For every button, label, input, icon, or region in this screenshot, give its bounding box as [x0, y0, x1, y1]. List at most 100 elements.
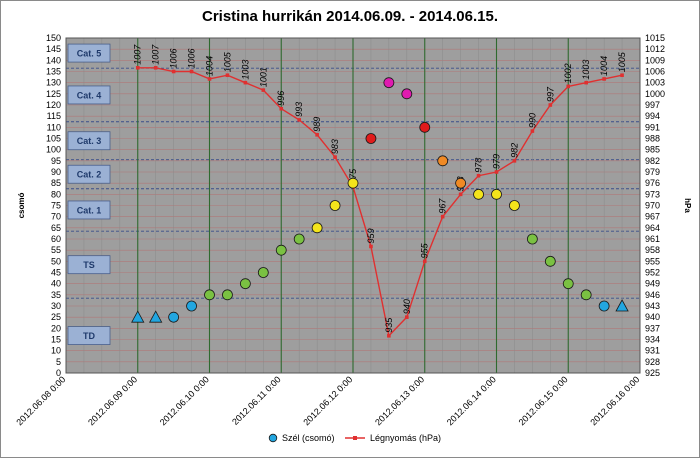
plot-border: [65, 37, 641, 374]
legend-pressure-marker: [353, 436, 357, 440]
pressure-point: [297, 118, 301, 122]
pressure-point: [422, 259, 427, 264]
y-tick-label: 25: [51, 312, 61, 322]
pressure-value-label: 1005: [617, 51, 627, 72]
category-box: [67, 326, 111, 345]
pressure-point: [584, 80, 588, 85]
category-box: [67, 85, 111, 105]
pressure-point: [279, 106, 284, 111]
y2-tick-label: 934: [645, 335, 660, 345]
wind-point: [401, 88, 413, 100]
pressure-value-label: 1004: [599, 56, 609, 76]
pressure-point: [189, 69, 194, 74]
y2-tick-label: 937: [645, 323, 660, 333]
y-tick-label: 5: [56, 357, 61, 367]
pressure-value-label: 1001: [258, 67, 268, 87]
wind-point: [473, 188, 484, 200]
x-tick-label: 2012.06.12 0:00: [301, 374, 354, 427]
wind-point: [311, 222, 323, 234]
y2-tick-label: 949: [645, 279, 660, 289]
pressure-value-label: 975: [348, 168, 358, 184]
y-tick-label: 10: [51, 346, 61, 356]
y2-tick-label: 928: [645, 357, 660, 367]
wind-point: [419, 121, 431, 133]
wind-point: [562, 278, 574, 290]
x-tick-label: 2012.06.16 0:00: [588, 374, 641, 427]
x-tick-label: 2012.06.13 0:00: [373, 374, 426, 427]
pressure-value-label: 1007: [151, 44, 161, 65]
pressure-value-label: 1007: [133, 44, 143, 65]
pressure-point: [225, 73, 230, 78]
y2-tick-label: 1012: [645, 44, 665, 54]
pressure-point: [315, 132, 319, 137]
category-label: TD: [83, 331, 95, 341]
y-tick-label: 120: [46, 100, 61, 110]
pressure-value-label: 990: [527, 113, 537, 128]
y-tick-label: 90: [51, 167, 61, 177]
wind-point: [186, 300, 197, 312]
wind-point: [383, 77, 395, 89]
y-tick-label: 85: [51, 178, 61, 188]
pressure-point: [261, 88, 266, 92]
wind-point: [526, 233, 538, 245]
x-tick-label: 2012.06.10 0:00: [158, 374, 211, 427]
y-tick-label: 50: [51, 256, 61, 266]
pressure-value-label: 1005: [222, 51, 232, 72]
wind-point: [437, 155, 449, 167]
pressure-value-label: 967: [438, 198, 448, 214]
pressure-point: [153, 65, 158, 70]
pressure-point: [602, 77, 606, 81]
y-tick-label: 135: [46, 67, 61, 77]
y2-tick-label: 1009: [645, 55, 665, 65]
y2-tick-label: 964: [645, 223, 660, 233]
y-tick-label: 65: [51, 223, 61, 233]
pressure-point: [566, 84, 571, 89]
y2-tick-label: 973: [645, 189, 660, 199]
y2-axis-title: hPa: [683, 198, 692, 213]
y2-tick-label: 958: [645, 245, 660, 255]
y2-tick-label: 946: [645, 290, 660, 300]
y-tick-label: 20: [51, 323, 61, 333]
y2-tick-label: 955: [645, 256, 660, 266]
y-tick-label: 145: [46, 44, 61, 54]
wind-point: [598, 300, 610, 312]
wind-point-triangle: [615, 299, 629, 312]
y-tick-label: 30: [51, 301, 61, 311]
wind-point: [257, 267, 269, 278]
y2-tick-label: 970: [645, 201, 660, 211]
y-tick-label: 105: [46, 134, 61, 144]
wind-point: [347, 177, 359, 189]
wind-point: [239, 278, 251, 290]
y2-tick-label: 952: [645, 268, 660, 278]
wind-point: [293, 233, 305, 245]
legend-wind-marker: [268, 433, 278, 443]
pressure-value-label: 1003: [240, 60, 250, 80]
category-box: [67, 131, 111, 151]
y2-tick-label: 1003: [645, 78, 665, 88]
y-tick-label: 75: [51, 201, 61, 211]
pressure-value-label: 997: [545, 86, 555, 102]
y-tick-label: 40: [51, 279, 61, 289]
category-label: Cat. 4: [77, 90, 102, 100]
wind-point: [365, 133, 377, 144]
y2-tick-label: 979: [645, 167, 660, 177]
pressure-value-label: 979: [492, 154, 502, 169]
y2-tick-label: 982: [645, 156, 660, 166]
pressure-value-label: 989: [312, 117, 322, 132]
chart-title: Cristina hurrikán 2014.06.09. - 2014.06.…: [201, 8, 498, 25]
y-tick-label: 15: [51, 335, 61, 345]
pressure-value-label: 996: [276, 91, 286, 106]
x-tick-label: 2012.06.08 0:00: [14, 374, 67, 427]
pressure-value-label: 1006: [169, 48, 179, 68]
x-tick-label: 2012.06.14 0:00: [445, 374, 498, 427]
y-tick-label: 80: [51, 189, 61, 199]
y-tick-label: 100: [46, 145, 61, 155]
x-tick-label: 2012.06.11 0:00: [230, 374, 283, 427]
wind-point: [204, 289, 215, 301]
y2-tick-label: 997: [645, 100, 660, 110]
wind-point-triangle: [131, 310, 145, 323]
y2-tick-label: 940: [645, 312, 660, 322]
category-label: Cat. 3: [77, 136, 102, 146]
y-tick-label: 35: [51, 290, 61, 300]
